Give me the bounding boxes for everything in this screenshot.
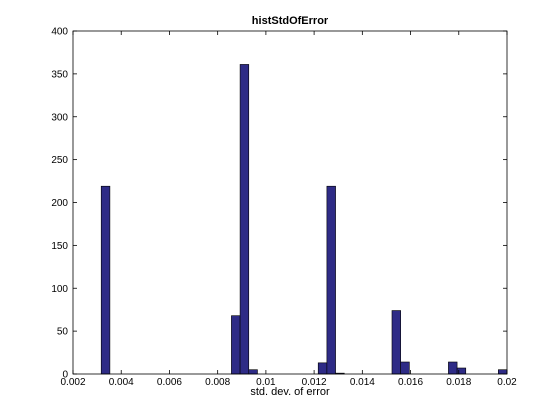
histogram-bar-8 [400,361,410,375]
histogram-bar-3 [248,369,258,375]
histogram-bar-1 [231,315,241,375]
axes-box [72,30,508,375]
y-tick-label-4: 200 [51,198,68,209]
y-tick-label-5: 250 [51,155,68,166]
y-tick-label-6: 300 [51,112,68,123]
y-tick-label-3: 150 [51,241,68,252]
chart-title: histStdOfError [252,15,329,27]
x-tick-label-3: 0.008 [205,377,230,388]
x-tick-label-6: 0.014 [350,377,375,388]
histogram-bar-0 [100,185,111,375]
y-tick-label-8: 400 [51,27,68,38]
x-tick-label-8: 0.018 [446,377,471,388]
y-tick-label-7: 350 [51,69,68,80]
bars-layer [100,64,508,375]
y-tick-label-0: 0 [62,370,68,381]
histogram-bar-5 [326,185,336,375]
y-tick-label-1: 50 [57,327,69,338]
x-tick-label-0: 0.002 [60,377,85,388]
y-tick-label-2: 100 [51,284,68,295]
x-tick-label-5: 0.012 [302,377,327,388]
x-tick-label-9: 0.02 [497,377,517,388]
x-tick-label-4: 0.01 [256,377,276,388]
histogram-bar-4 [317,362,328,375]
x-tick-label-7: 0.016 [398,377,423,388]
histogram-bar-7 [391,310,401,375]
x-axis-label: std. dev. of error [250,386,330,398]
x-tick-label-1: 0.004 [109,377,134,388]
histogram-bar-2 [239,64,250,375]
histogram-bar-11 [498,369,508,375]
ticks-layer: 0.002 0.004 0.006 0.008 0.01 0.012 0.014 0.016 0… [51,27,517,389]
histogram-bar-9 [448,361,458,375]
x-tick-label-2: 0.006 [157,377,182,388]
